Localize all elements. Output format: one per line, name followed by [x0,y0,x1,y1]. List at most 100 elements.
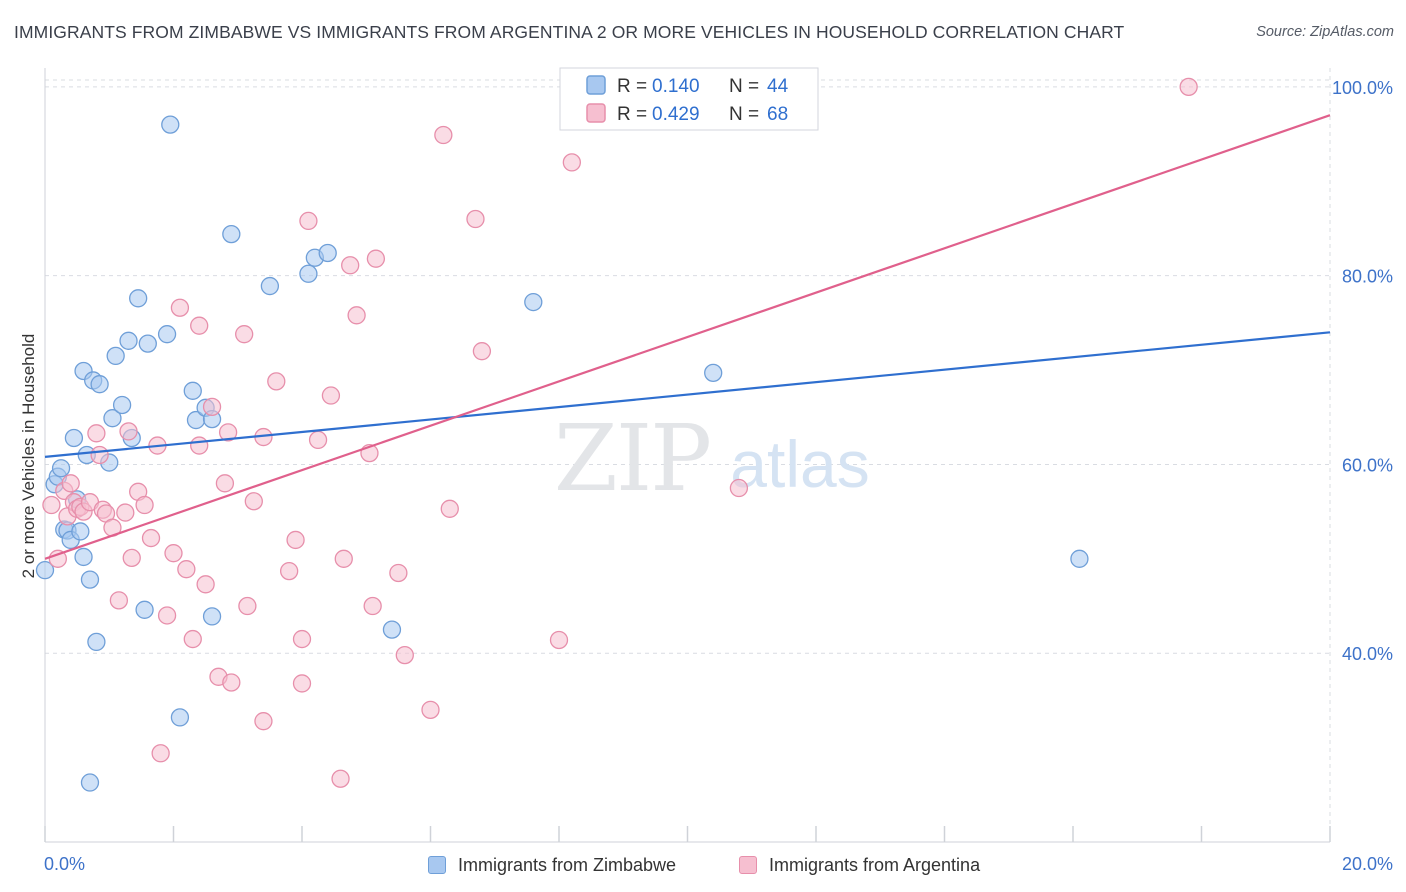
data-point-argentina [347,306,366,325]
data-point-zimbabwe [157,325,177,344]
stats-swatch-argentina [586,103,606,123]
data-point-argentina [109,591,129,610]
data-point-zimbabwe [202,607,222,626]
data-point-argentina [267,372,286,391]
data-point-zimbabwe [129,289,148,308]
data-point-argentina [292,674,312,693]
data-point-zimbabwe [260,276,280,296]
legend-item-argentina[interactable]: Immigrants from Argentina [739,853,980,877]
data-point-argentina [116,503,135,522]
data-point-argentina [190,316,209,335]
trend-lines [44,114,1331,560]
data-point-zimbabwe [80,773,100,792]
data-point-zimbabwe [80,570,100,589]
data-point-argentina [87,424,106,443]
data-point-argentina [135,495,154,515]
data-point-argentina [196,575,215,594]
data-point-argentina [157,606,177,625]
data-point-argentina [141,528,161,548]
data-point-zimbabwe [318,243,337,263]
data-point-zimbabwe [222,224,241,244]
data-point-argentina [222,673,241,692]
data-point-argentina [562,153,581,172]
data-point-argentina [122,548,141,568]
watermark-atlas: atlas [730,427,869,501]
stats-n-label-argentina: N = [729,104,759,125]
stats-n-label-zimbabwe: N = [729,76,759,97]
data-point-argentina [292,629,312,649]
data-point-zimbabwe [103,409,122,428]
watermark-zip: ZIP [554,405,710,512]
data-point-zimbabwe [74,547,93,567]
data-point-zimbabwe [35,561,55,580]
data-point-argentina [218,423,238,442]
chart-title: IMMIGRANTS FROM ZIMBABWE VS IMMIGRANTS F… [14,22,1125,42]
data-point-argentina [389,563,408,583]
data-point-zimbabwe [161,115,180,134]
data-point-argentina [183,629,202,649]
data-point-argentina [164,544,183,563]
x-tick-label: 0.0% [44,854,85,874]
data-point-zimbabwe [299,264,318,283]
x-tick-label: 20.0% [1342,854,1393,874]
data-point-argentina [90,445,109,465]
data-point-argentina [170,298,190,317]
data-point-argentina [286,530,305,550]
axes [44,68,1331,843]
stats-r-value-zimbabwe: 0.140 [652,76,700,97]
data-point-zimbabwe [106,346,125,366]
stats-r-label-zimbabwe: R = [617,76,647,97]
data-point-argentina [151,744,170,763]
data-point-argentina [279,561,299,581]
data-point-zimbabwe [71,522,90,541]
data-point-zimbabwe [135,600,154,619]
data-point-argentina [434,125,453,145]
data-point-zimbabwe [170,708,190,727]
data-point-zimbabwe [112,395,132,415]
legend-item-zimbabwe[interactable]: Immigrants from Zimbabwe [428,853,676,877]
data-point-zimbabwe [183,381,202,400]
y-tick-label: 100.0% [1332,78,1393,98]
data-point-argentina [202,397,222,417]
data-point-argentina [729,478,749,498]
data-point-argentina [440,499,459,518]
data-point-argentina [549,630,569,650]
data-point-zimbabwe [51,459,71,478]
stats-n-value-argentina: 68 [767,104,788,125]
stats-r-label-argentina: R = [617,104,647,125]
data-point-zimbabwe [64,428,84,448]
data-point-argentina [334,549,353,568]
data-point-argentina [215,474,235,493]
data-point-argentina [48,549,67,568]
data-point-argentina [235,325,254,344]
data-point-zimbabwe [382,620,402,639]
data-point-argentina [61,474,80,493]
y-tick-label: 80.0% [1342,267,1393,287]
y-tick-label: 60.0% [1342,455,1393,475]
legend-label-zimbabwe: Immigrants from Zimbabwe [458,854,677,875]
data-point-argentina [366,249,386,268]
data-point-argentina [254,712,273,731]
data-point-zimbabwe [524,292,543,312]
stats-swatch-zimbabwe [586,75,606,95]
data-point-argentina [244,492,263,511]
data-point-argentina [363,596,382,616]
tick-labels: 40.0% 60.0% 80.0% 100.0% 0.0% 20.0% [44,78,1393,874]
data-point-zimbabwe [119,331,138,350]
data-point-argentina [1179,77,1198,97]
source-credit: Source: ZipAtlas.com [1256,24,1394,40]
data-point-argentina [119,422,138,441]
y-tick-label: 40.0% [1342,644,1393,664]
legend-label-argentina: Immigrants from Argentina [769,854,981,875]
data-point-zimbabwe [90,375,109,394]
data-points [35,77,1198,792]
data-point-argentina [190,436,209,455]
data-point-zimbabwe [87,632,106,652]
legend-swatch-argentina [739,856,757,874]
data-point-argentina [466,209,485,229]
data-point-zimbabwe [704,363,723,383]
data-point-argentina [395,645,414,665]
data-point-argentina [299,211,318,231]
data-point-argentina [177,560,196,579]
